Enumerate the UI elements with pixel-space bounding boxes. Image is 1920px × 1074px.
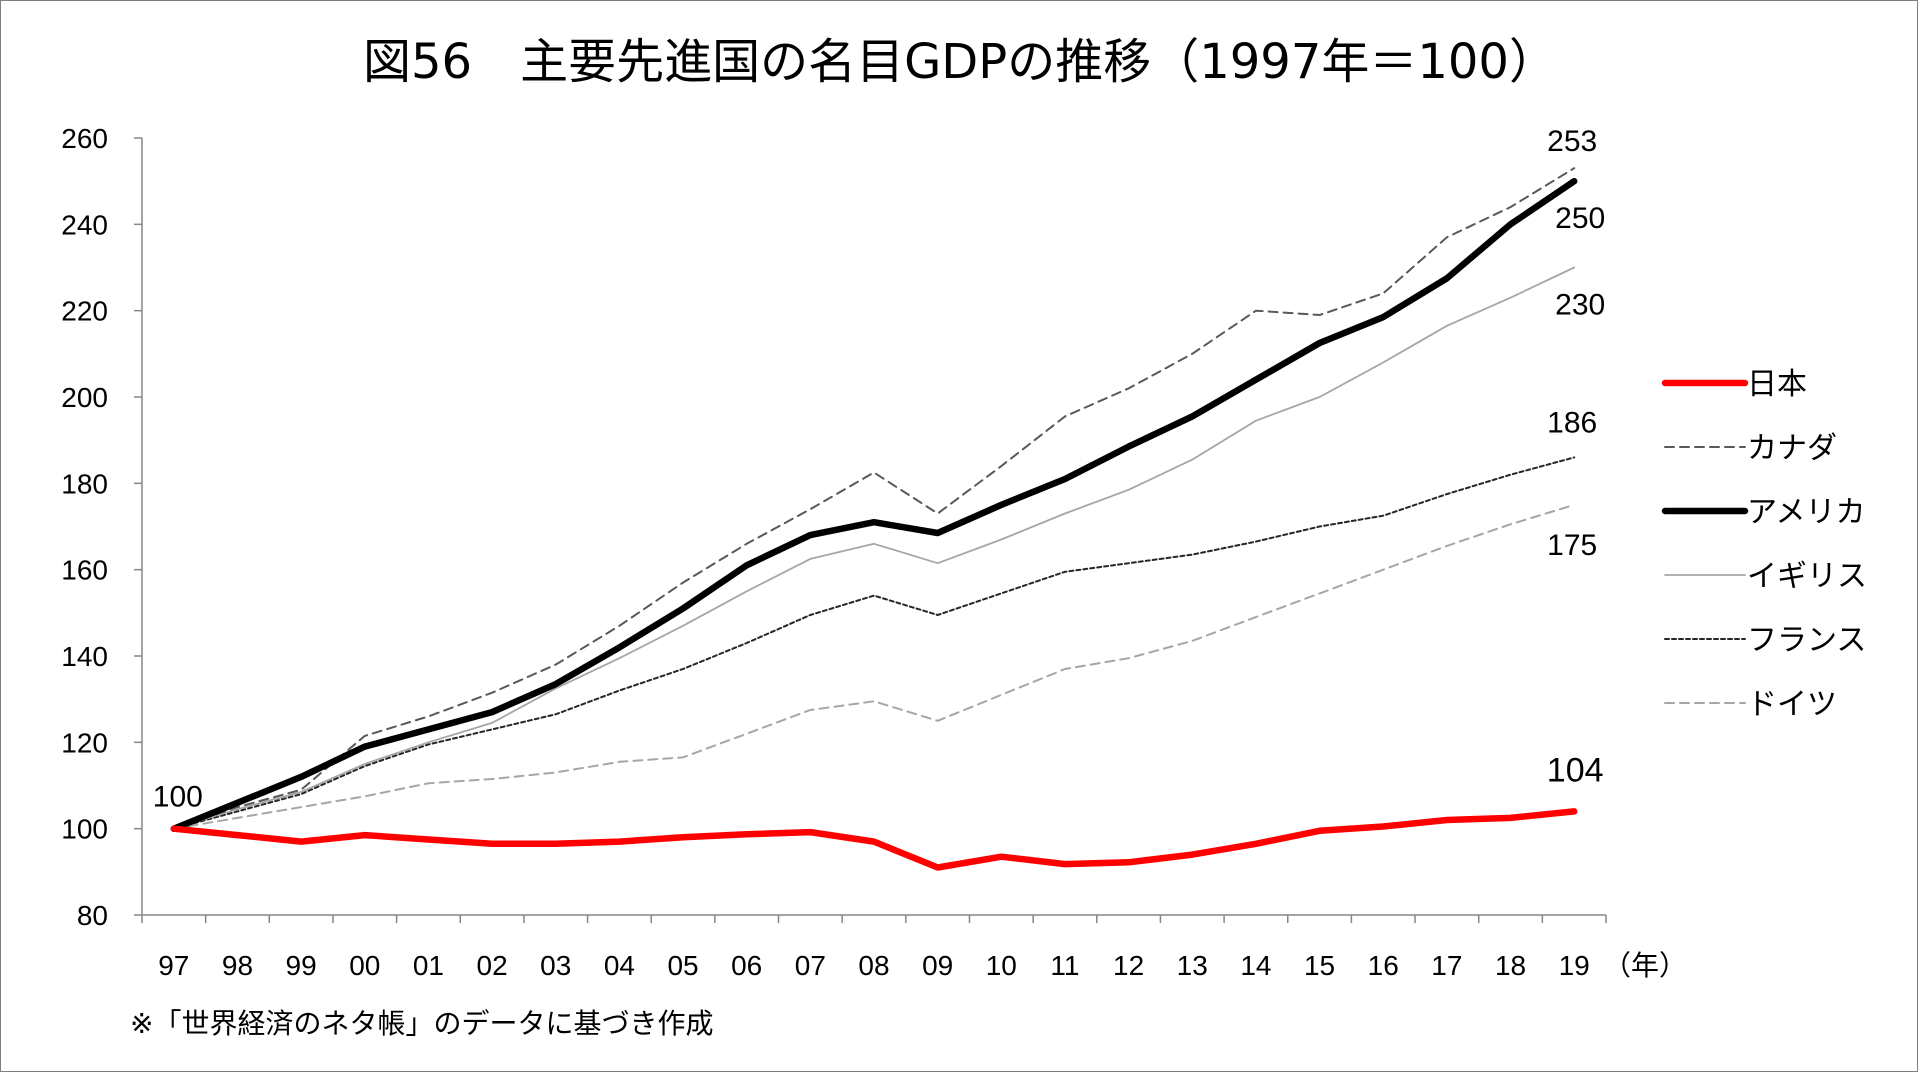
x-tick-label: 11 (1050, 950, 1079, 981)
x-tick-label: 99 (286, 950, 317, 981)
data-label-アメリカ: 250 (1555, 202, 1605, 235)
x-tick-label: 07 (795, 950, 826, 981)
data-label-イギリス: 230 (1555, 289, 1605, 322)
y-tick-label: 100 (61, 814, 108, 845)
legend-label-イギリス: イギリス (1747, 559, 1867, 594)
x-axis-unit: （年） (1603, 949, 1687, 982)
x-tick-label: 19 (1559, 950, 1590, 981)
series-line-カナダ (172, 167, 1576, 830)
series-line-アメリカ (170, 177, 1578, 832)
x-tick-label: 13 (1177, 950, 1208, 981)
x-tick-label: 08 (858, 950, 889, 981)
x-tick-label: 98 (222, 950, 253, 981)
y-tick-label: 180 (61, 468, 108, 499)
data-label-カナダ: 253 (1547, 125, 1597, 158)
y-tick-label: 160 (61, 555, 108, 586)
x-tick-label: 14 (1240, 950, 1271, 981)
data-label-日本: 104 (1547, 751, 1604, 789)
x-tick-label: 10 (986, 950, 1017, 981)
x-tick-label: 15 (1304, 950, 1335, 981)
x-tick-label: 01 (413, 950, 444, 981)
legend-label-フランス: フランス (1747, 623, 1866, 658)
x-tick-label: 97 (158, 950, 189, 981)
x-tick-label: 05 (667, 950, 698, 981)
y-tick-label: 140 (61, 641, 108, 672)
x-tick-label: 02 (477, 950, 508, 981)
legend-label-ドイツ: ドイツ (1747, 687, 1837, 722)
legend-label-日本: 日本 (1747, 367, 1807, 402)
series-line-ドイツ (172, 503, 1576, 830)
data-label-ドイツ: 175 (1547, 529, 1597, 562)
y-tick-label: 240 (61, 209, 108, 240)
x-tick-label: 09 (922, 950, 953, 981)
data-label-フランス: 186 (1547, 406, 1597, 439)
legend-label-カナダ: カナダ (1747, 431, 1837, 466)
series-line-日本 (170, 808, 1578, 871)
axes: 80 100 120 140 160 180 200 220 240 260 97 98 99 00 01 0… (61, 123, 1607, 981)
x-tick-label: 04 (604, 950, 635, 981)
end-labels: 100 253 250 230 186 175 104 (153, 125, 1605, 813)
series-line-イギリス (172, 266, 1576, 830)
x-tick-label: 12 (1113, 950, 1144, 981)
x-tick-label: 06 (731, 950, 762, 981)
y-tick-label: 200 (61, 382, 108, 413)
x-tick-label: 16 (1368, 950, 1399, 981)
data-label-start: 100 (153, 781, 203, 814)
series-layer (170, 167, 1578, 871)
series-line-フランス (172, 456, 1576, 830)
y-tick-label: 220 (61, 296, 108, 327)
x-tick-label: 18 (1495, 950, 1526, 981)
y-tick-label: 260 (61, 123, 108, 154)
x-tick-label: 17 (1431, 950, 1462, 981)
x-tick-label: 00 (349, 950, 380, 981)
x-tick-label: 03 (540, 950, 571, 981)
legend-label-アメリカ: アメリカ (1747, 495, 1866, 530)
chart-title: 図56 主要先進国の名目GDPの推移（1997年＝100） (363, 34, 1557, 90)
y-tick-label: 80 (77, 900, 108, 931)
source-footnote: ※「世界経済のネタ帳」のデータに基づき作成 (130, 1007, 713, 1040)
y-tick-label: 120 (61, 727, 108, 758)
